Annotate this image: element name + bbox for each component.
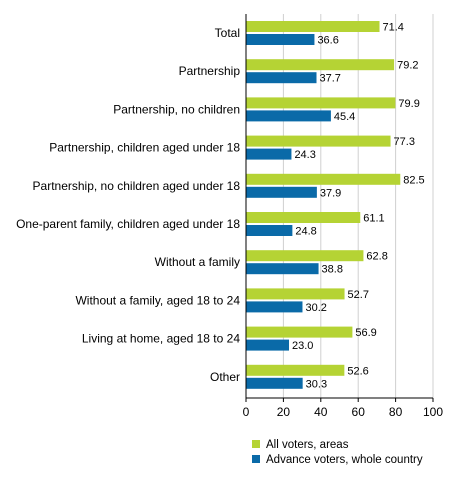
category-label: Living at home, aged 18 to 24 [82,332,240,346]
data-label: 23.0 [292,340,313,352]
x-tick-label: 20 [277,405,291,419]
data-label: 71.4 [383,22,404,34]
x-tick-label: 0 [243,405,250,419]
data-label: 37.9 [320,187,341,199]
data-label: 30.3 [306,378,327,390]
data-label: 61.1 [363,213,384,225]
data-label: 52.7 [348,289,369,301]
data-label: 82.5 [403,174,424,186]
data-label: 77.3 [394,136,415,148]
data-label: 30.2 [305,302,326,314]
data-label: 24.3 [294,149,315,161]
bar-advance-voters [246,263,319,275]
legend-swatch [252,440,260,448]
data-label: 37.7 [319,73,340,85]
legend: All voters, areas Advance voters, whole c… [252,439,423,466]
bar-all-voters [246,173,401,185]
bar-all-voters [246,364,345,376]
data-label: 62.8 [366,251,387,263]
bar-advance-voters [246,186,317,198]
bar-advance-voters [246,339,290,351]
category-label: Total [215,26,240,40]
category-label: Partnership [179,64,241,78]
data-label: 24.8 [295,226,316,238]
labels: 71.4 36.6 Total 79.2 37.7 Partnership 79.9 45.4… [16,22,425,391]
bar-advance-voters [246,34,315,45]
legend-swatch [252,455,260,463]
category-label: Partnership, no children aged under 18 [33,179,241,193]
data-label: 79.9 [398,98,419,110]
bars [246,21,401,389]
bar-advance-voters [246,72,317,84]
bar-all-voters [246,59,395,71]
bar-advance-voters [246,110,331,122]
axes: 0 20 40 60 80 100 [243,14,443,419]
bar-advance-voters [246,225,293,236]
x-tick-label: 60 [352,405,366,419]
category-label: Other [210,370,240,384]
x-tick-label: 40 [314,405,328,419]
bar-all-voters [246,212,361,223]
x-tick-label: 100 [423,405,443,419]
data-label: 36.6 [317,35,338,47]
x-tick-label: 80 [389,405,403,419]
category-label: Partnership, no children [113,102,240,116]
category-label: Without a family, aged 18 to 24 [75,293,240,307]
bar-all-voters [246,97,396,109]
bar-advance-voters [246,377,303,389]
data-label: 56.9 [355,327,376,339]
category-label: Partnership, children aged under 18 [49,141,240,155]
data-label: 79.2 [397,60,418,72]
bar-advance-voters [246,301,303,313]
bar-all-voters [246,21,380,32]
bar-all-voters [246,326,353,338]
data-label: 52.6 [347,365,368,377]
category-label: Without a family [155,255,240,269]
bar-advance-voters [246,148,292,160]
data-label: 38.8 [322,264,343,276]
bar-all-voters [246,288,345,300]
legend-label: All voters, areas [266,439,349,451]
bar-all-voters [246,135,391,147]
bar-all-voters [246,250,364,262]
legend-label: Advance voters, whole country [266,454,423,466]
data-label: 45.4 [334,111,355,123]
category-label: One-parent family, children aged under 1… [16,217,240,231]
